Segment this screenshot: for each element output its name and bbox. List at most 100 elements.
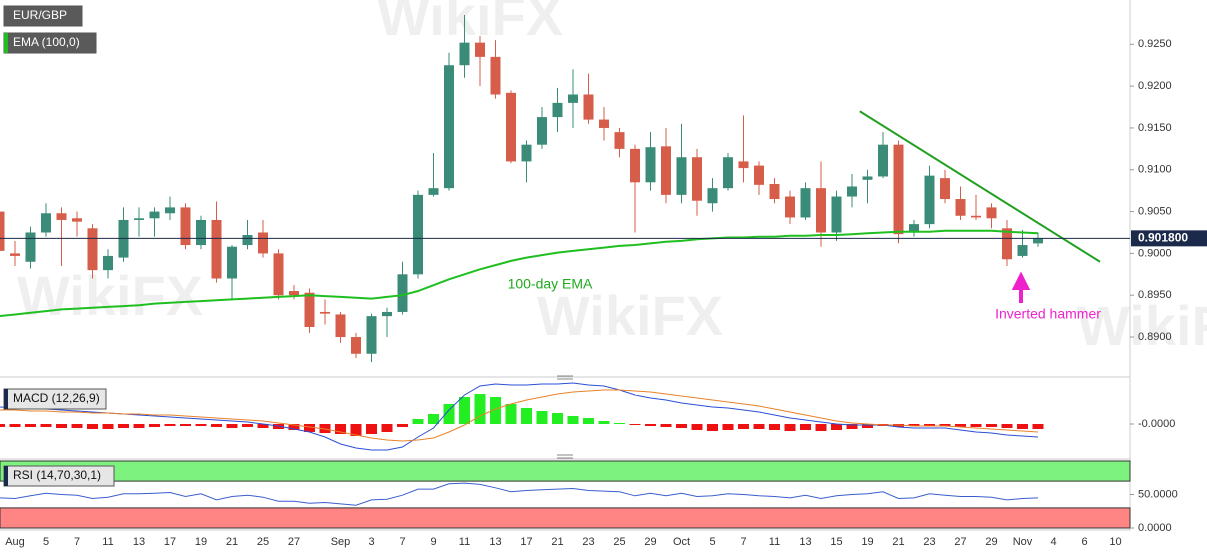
- x-tick-label: 25: [613, 536, 625, 548]
- candle-body: [444, 65, 454, 189]
- histogram-bar: [536, 411, 548, 424]
- x-tick-label: 21: [892, 536, 904, 548]
- x-tick-label: 5: [43, 536, 49, 548]
- histogram-bar: [1001, 424, 1013, 428]
- candle-body: [816, 188, 826, 233]
- legend-label: MACD (12,26,9): [13, 391, 100, 405]
- candle-body: [1033, 238, 1043, 244]
- x-tick-label: 5: [709, 536, 715, 548]
- x-tick-label: 7: [399, 536, 405, 548]
- histogram-bar: [676, 424, 687, 428]
- histogram-bar: [180, 424, 191, 426]
- candle-body: [676, 157, 687, 195]
- candle-body: [800, 188, 811, 218]
- x-tick-label: 19: [195, 536, 207, 548]
- histogram-bar: [149, 424, 160, 427]
- x-tick-label: 21: [226, 536, 238, 548]
- legend-label: RSI (14,70,30,1): [13, 468, 101, 482]
- candle-body: [149, 211, 160, 219]
- histogram-bar: [908, 424, 920, 426]
- histogram-bar: [459, 397, 470, 424]
- x-tick-label: 23: [923, 536, 935, 548]
- candle-body: [986, 207, 997, 219]
- candle-body: [738, 161, 749, 169]
- histogram-bar: [986, 424, 997, 427]
- histogram-bar: [784, 424, 796, 431]
- candle-body: [893, 144, 904, 235]
- histogram-bar: [567, 416, 579, 424]
- histogram-bar: [753, 424, 765, 429]
- candle-body: [723, 157, 733, 189]
- candle-body: [955, 199, 966, 216]
- y-tick-label: 0.9000: [1138, 247, 1172, 259]
- x-tick-label: 27: [954, 536, 966, 548]
- last-price-tag: [1131, 230, 1207, 247]
- x-tick-label: 23: [582, 536, 594, 548]
- candle-body: [924, 175, 935, 225]
- candle-body: [971, 215, 981, 218]
- candle-body: [397, 274, 408, 312]
- candle-body: [335, 314, 346, 338]
- candle-body: [72, 218, 82, 222]
- histogram-bar: [862, 424, 873, 428]
- histogram-bar: [970, 424, 982, 427]
- legend-swatch: [4, 466, 8, 486]
- histogram-bar: [133, 424, 145, 428]
- candle-body: [273, 253, 284, 296]
- candle-body: [475, 42, 485, 57]
- histogram-bar: [769, 424, 780, 430]
- histogram-bar: [939, 424, 951, 426]
- candle-body: [413, 194, 423, 275]
- x-tick-label: 11: [459, 536, 470, 548]
- x-tick-label: 21: [551, 536, 563, 548]
- x-tick-label: 9: [430, 536, 436, 548]
- candle-body: [645, 147, 656, 183]
- candle-body: [552, 102, 563, 118]
- histogram-bar: [1032, 424, 1044, 429]
- candle-body: [242, 235, 253, 246]
- histogram-bar: [9, 424, 21, 427]
- x-tick-label: 27: [288, 536, 300, 548]
- histogram-bar: [831, 424, 842, 430]
- y-tick-label: 0.0000: [1138, 522, 1172, 534]
- series-line: [0, 482, 1039, 506]
- histogram-bar: [164, 424, 176, 426]
- candle-body: [707, 188, 718, 204]
- histogram-bar: [412, 419, 424, 424]
- candle-body: [25, 232, 36, 262]
- histogram-bar: [71, 424, 83, 428]
- x-tick-label: 29: [985, 536, 997, 548]
- histogram-bar: [691, 424, 703, 430]
- candle-body: [568, 94, 578, 103]
- histogram-bar: [583, 418, 594, 424]
- histogram-bar: [242, 424, 253, 427]
- x-tick-label: 13: [133, 536, 145, 548]
- annotation: Inverted hammer: [995, 306, 1101, 322]
- histogram-bar: [722, 424, 734, 430]
- x-tick-label: 13: [799, 536, 811, 548]
- histogram-bar: [226, 424, 238, 428]
- candle-body: [428, 188, 439, 195]
- x-tick-label: 6: [1081, 536, 1087, 548]
- watermark: WikiFX: [17, 264, 203, 327]
- candle-body: [583, 94, 594, 120]
- legend-label: EUR/GBP: [13, 8, 67, 22]
- legend-label: EMA (100,0): [13, 35, 80, 49]
- histogram-bar: [195, 424, 207, 426]
- candle-body: [289, 291, 299, 296]
- histogram-bar: [629, 424, 641, 425]
- candle-body: [165, 207, 175, 214]
- candle-body: [537, 117, 547, 145]
- histogram-bar: [800, 424, 811, 430]
- histogram-bar: [924, 424, 935, 426]
- last-price-label: 0.901800: [1138, 231, 1188, 245]
- histogram-bar: [87, 424, 98, 429]
- histogram-bar: [257, 424, 269, 428]
- histogram-bar: [304, 424, 315, 432]
- histogram-bar: [521, 408, 532, 424]
- histogram-bar: [955, 424, 966, 427]
- legend-swatch: [4, 33, 8, 53]
- candle-body: [382, 311, 392, 317]
- x-tick-label: 7: [740, 536, 746, 548]
- pane-handle: [557, 375, 573, 459]
